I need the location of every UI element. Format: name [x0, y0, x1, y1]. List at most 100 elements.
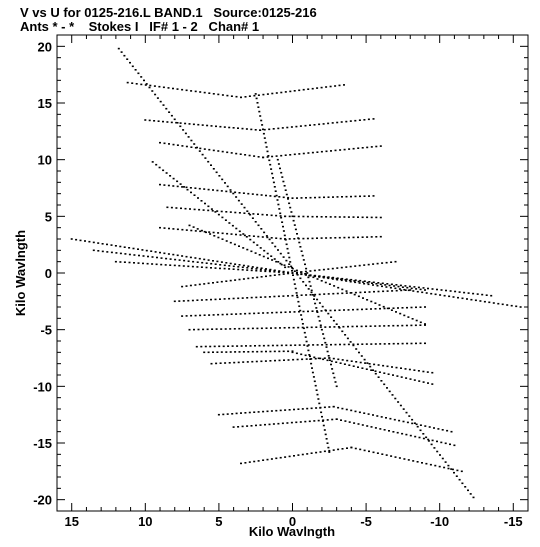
uv-point — [278, 359, 281, 362]
uv-point — [316, 393, 319, 396]
uv-point — [240, 203, 243, 205]
uv-point — [228, 268, 231, 270]
uv-point — [467, 489, 469, 492]
uv-point — [322, 424, 325, 427]
uv-point — [318, 196, 321, 199]
uv-point — [310, 452, 313, 454]
uv-point — [237, 127, 239, 129]
uv-point — [397, 307, 399, 309]
uv-point — [84, 240, 86, 242]
uv-point — [398, 457, 401, 459]
uv-point — [332, 196, 334, 198]
uv-point — [241, 266, 244, 269]
uv-point — [313, 298, 315, 300]
uv-point — [282, 273, 285, 275]
uv-point — [326, 359, 329, 362]
uv-point — [402, 420, 405, 423]
uv-point — [246, 297, 249, 299]
uv-point — [415, 342, 417, 345]
uv-point — [390, 455, 393, 457]
uv-point — [198, 150, 201, 152]
uv-point — [422, 437, 425, 440]
uv-point — [427, 382, 429, 384]
uv-point — [408, 368, 411, 371]
uv-point — [366, 146, 369, 149]
uv-point — [365, 343, 368, 345]
uv-point — [318, 123, 321, 126]
uv-point — [274, 190, 277, 192]
uv-point — [271, 242, 274, 244]
uv-point — [327, 276, 330, 278]
uv-point — [238, 245, 240, 247]
uv-point — [323, 275, 326, 278]
uv-point — [302, 237, 305, 240]
uv-point — [483, 300, 486, 303]
uv-point — [277, 163, 280, 165]
uv-point — [253, 411, 256, 413]
uv-point — [273, 350, 276, 353]
uv-point — [189, 187, 192, 189]
uv-point — [370, 300, 373, 303]
uv-point — [264, 423, 266, 426]
uv-point — [220, 261, 223, 263]
uv-point — [181, 315, 184, 317]
uv-point — [335, 323, 338, 325]
uv-point — [347, 309, 350, 311]
uv-point — [213, 235, 216, 237]
uv-point — [279, 252, 282, 255]
uv-point — [167, 87, 170, 89]
uv-point — [232, 192, 235, 195]
uv-point — [190, 229, 193, 232]
uv-point — [256, 244, 259, 246]
uv-point — [137, 248, 139, 250]
uv-point — [287, 252, 290, 254]
uv-point — [251, 277, 254, 279]
uv-point — [316, 311, 319, 313]
y-tick-label: -10 — [33, 379, 52, 394]
uv-point — [284, 154, 287, 156]
uv-point — [262, 312, 265, 314]
uv-point — [392, 431, 395, 433]
uv-point — [201, 261, 204, 264]
uv-point — [288, 263, 291, 265]
uv-point — [348, 148, 351, 150]
uv-point — [368, 450, 370, 453]
uv-point — [271, 155, 274, 158]
uv-point — [216, 260, 219, 263]
uv-point — [296, 271, 298, 274]
uv-point — [330, 316, 333, 318]
uv-point — [190, 191, 192, 194]
uv-point — [419, 288, 422, 291]
uv-point — [313, 380, 316, 383]
uv-point — [357, 236, 359, 239]
uv-point — [385, 286, 388, 288]
uv-point — [350, 409, 353, 412]
uv-point — [337, 358, 340, 361]
uv-point — [291, 197, 294, 199]
uv-point — [392, 374, 394, 376]
uv-point — [128, 247, 131, 249]
uv-point — [235, 196, 238, 198]
uv-point — [300, 294, 303, 296]
uv-point — [128, 261, 131, 264]
uv-point — [409, 378, 412, 380]
uv-point — [374, 325, 377, 327]
uv-point — [129, 61, 131, 64]
uv-point — [301, 408, 304, 410]
uv-point — [336, 121, 339, 124]
uv-point — [303, 344, 306, 346]
uv-point — [188, 224, 191, 227]
uv-point — [343, 84, 345, 86]
uv-point — [306, 272, 309, 274]
uv-point — [374, 343, 377, 345]
uv-point — [296, 274, 299, 276]
uv-point — [348, 421, 351, 423]
uv-point — [472, 496, 475, 499]
uv-point — [395, 284, 398, 286]
uv-point — [363, 282, 366, 285]
uv-point — [454, 290, 457, 293]
uv-point — [251, 266, 254, 268]
uv-point — [289, 311, 291, 313]
uv-point — [390, 283, 393, 286]
uv-point — [252, 213, 255, 215]
